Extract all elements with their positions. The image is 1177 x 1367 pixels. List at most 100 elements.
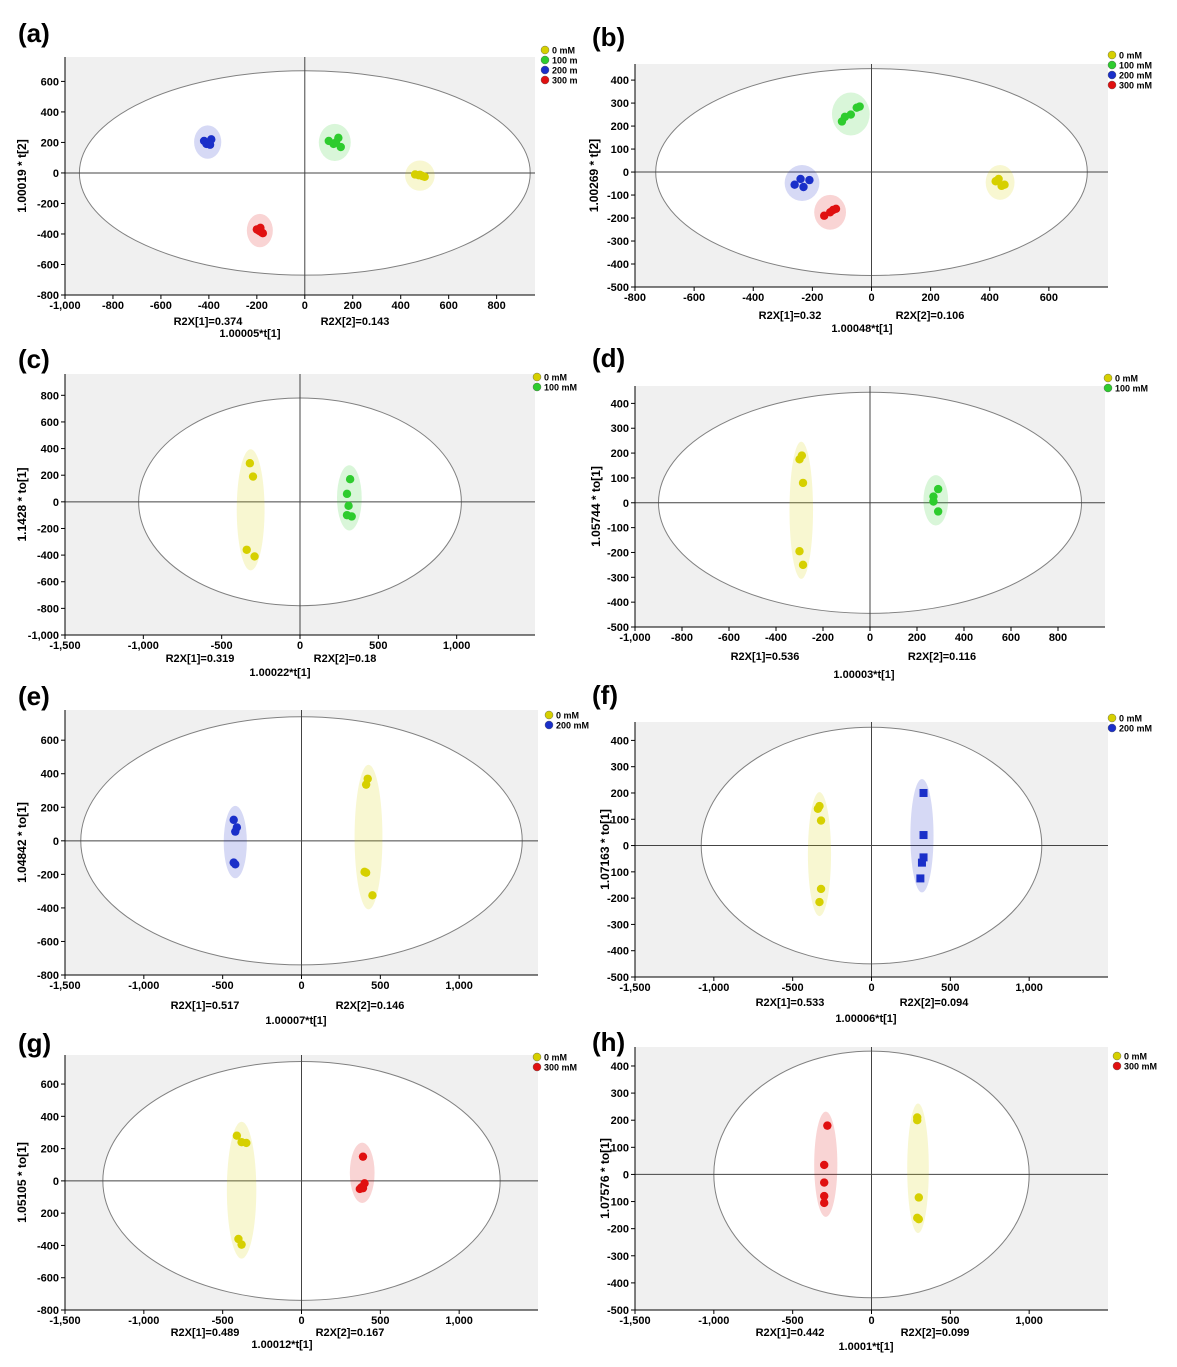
data-point: [358, 1183, 368, 1193]
x-axis-label: 1.00006*t[1]: [835, 1013, 896, 1025]
y-tick-label: -300: [607, 236, 629, 248]
legend-label: 100 mM: [1115, 384, 1148, 394]
x-tick-label: -1,000: [128, 640, 159, 652]
data-point: [916, 874, 925, 883]
panel-g: -1,500 -1,000 -500 0 500 1,000 -800 -600 -400 200…: [15, 1028, 577, 1351]
data-point: [816, 816, 826, 825]
legend-marker: [532, 372, 542, 382]
group-ellipse: [223, 805, 247, 879]
x-tick-label: 200: [908, 632, 926, 644]
y-tick-label: 600: [41, 417, 59, 429]
panel-label: (f): [592, 680, 618, 710]
legend-label: 0 mM: [1119, 51, 1142, 61]
panel-label: (e): [18, 681, 50, 711]
legend-marker: [1107, 713, 1117, 723]
x-tick-label: -800: [624, 292, 646, 304]
x-axis-label: 1.0001*t[1]: [838, 1341, 893, 1353]
data-point: [805, 175, 814, 185]
x-tick-label: 1,000: [445, 980, 473, 992]
legend-label: 100 m: [552, 56, 578, 66]
legend-marker: [532, 1052, 542, 1062]
r2x-1-label: R2X[1]=0.517: [171, 1000, 240, 1012]
x-tick-label: 500: [941, 982, 959, 994]
y-tick-label: -400: [37, 903, 59, 915]
data-point: [919, 788, 928, 797]
group-ellipse: [349, 1142, 375, 1203]
y-tick-label: 0: [623, 167, 629, 179]
y-tick-label: -400: [607, 946, 629, 958]
y-tick-label: -600: [37, 577, 59, 589]
x-tick-label: -500: [782, 982, 804, 994]
x-tick-label: 600: [1002, 632, 1020, 644]
y-tick-label: -500: [607, 972, 629, 984]
y-tick-label: 200: [41, 137, 59, 149]
r2x-1-label: R2X[1]=0.319: [166, 653, 235, 665]
legend-label: 300 mM: [1124, 1062, 1157, 1072]
y-tick-label: -800: [37, 290, 59, 302]
x-tick-label: -600: [150, 300, 172, 312]
data-point: [798, 478, 808, 488]
y-tick-label: -400: [607, 1278, 629, 1290]
data-point: [361, 868, 371, 877]
y-tick-label: -100: [607, 523, 629, 535]
data-point: [358, 1152, 368, 1161]
x-tick-label: 0: [868, 1315, 874, 1327]
data-point: [242, 1138, 251, 1148]
y-axis-label: 1.1428 * to[1]: [15, 467, 29, 541]
data-point: [1000, 180, 1009, 189]
y-tick-label: 200: [611, 788, 629, 800]
x-tick-label: -1,500: [49, 980, 80, 992]
data-point: [820, 1178, 829, 1187]
y-tick-label: -200: [607, 213, 629, 225]
x-tick-label: -1,500: [49, 1315, 80, 1327]
legend-label: 0 mM: [556, 711, 579, 721]
x-axis-label: 1.00012*t[1]: [251, 1339, 312, 1351]
data-point: [256, 223, 265, 233]
data-point: [816, 884, 826, 894]
y-tick-label: -200: [37, 869, 59, 881]
x-tick-label: -400: [742, 292, 764, 304]
data-point: [795, 547, 804, 556]
x-tick-label: -1,000: [49, 300, 80, 312]
r2x-2-label: R2X[2]=0.146: [336, 1000, 405, 1012]
legend-marker: [1103, 373, 1113, 383]
x-tick-label: 500: [371, 980, 389, 992]
x-tick-label: -1,500: [619, 982, 650, 994]
y-axis-label: 1.05105 * to[1]: [15, 1142, 29, 1223]
legend-marker: [1107, 80, 1117, 90]
r2x-1-label: R2X[1]=0.533: [756, 997, 825, 1009]
r2x-2-label: R2X[2]=0.106: [896, 310, 965, 322]
data-point: [820, 1191, 829, 1201]
x-tick-label: -500: [212, 980, 234, 992]
y-tick-label: 200: [41, 470, 59, 482]
x-tick-label: -200: [812, 632, 834, 644]
data-point: [205, 140, 215, 149]
panel-a: -1,000 -800 -600 -400 -200 0 200 400 600 800-800-…: [15, 18, 578, 340]
y-tick-label: -200: [607, 1224, 629, 1236]
x-tick-label: -1,000: [619, 632, 650, 644]
data-point: [917, 858, 926, 867]
x-tick-label: 0: [302, 300, 308, 312]
x-tick-label: 400: [955, 632, 973, 644]
panel-h: -1,500 -1,000 -500 0 500 1,000 -500 -400 -300 -20…: [592, 1027, 1157, 1353]
r2x-1-label: R2X[1]=0.489: [171, 1327, 240, 1339]
y-tick-label: -800: [37, 970, 59, 982]
x-tick-label: -1,000: [698, 1315, 729, 1327]
data-point: [250, 552, 259, 561]
x-tick-label: -1,000: [698, 982, 729, 994]
legend-label: 300 m: [552, 76, 578, 86]
data-point: [237, 1240, 246, 1249]
x-tick-label: 0: [867, 632, 873, 644]
legend-label: 100 mM: [1119, 61, 1152, 71]
data-point: [415, 170, 425, 179]
data-point: [813, 804, 823, 813]
x-tick-label: -1,500: [619, 1315, 650, 1327]
r2x-2-label: R2X[2]=0.143: [321, 316, 390, 328]
legend-label: 200 mM: [556, 721, 589, 731]
y-tick-label: -500: [607, 282, 629, 294]
data-point: [342, 489, 352, 499]
x-tick-label: 1,000: [443, 640, 471, 652]
y-tick-label: 0: [623, 498, 629, 510]
data-point: [846, 110, 856, 119]
